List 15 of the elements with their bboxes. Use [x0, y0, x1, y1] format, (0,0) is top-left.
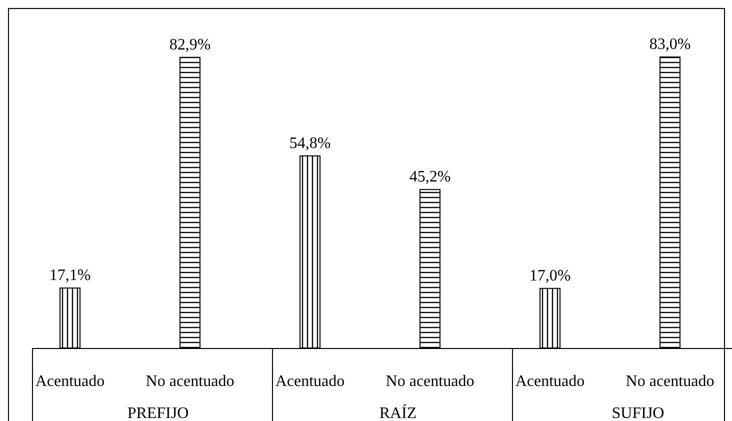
x-tick-label: No acentuado — [146, 373, 234, 390]
x-tick-label: Acentuado — [275, 373, 345, 390]
x-tick-label: Acentuado — [515, 373, 585, 390]
text: SUFIJO — [612, 405, 664, 421]
data-label: 83,0% — [649, 36, 691, 53]
data-label: 45,2% — [409, 168, 451, 186]
data-label: 82,9% — [169, 36, 211, 54]
text: PREFIJO — [127, 405, 189, 421]
x-tick-label: No acentuado — [626, 373, 714, 390]
x-tick-label: Acentuado — [35, 373, 105, 390]
data-label: 17,0% — [529, 267, 571, 284]
text: RAÍZ — [379, 404, 417, 421]
x-tick-label: No acentuado — [386, 373, 474, 390]
data-label: 17,1% — [49, 267, 91, 284]
data-label: 54,8% — [289, 134, 331, 152]
